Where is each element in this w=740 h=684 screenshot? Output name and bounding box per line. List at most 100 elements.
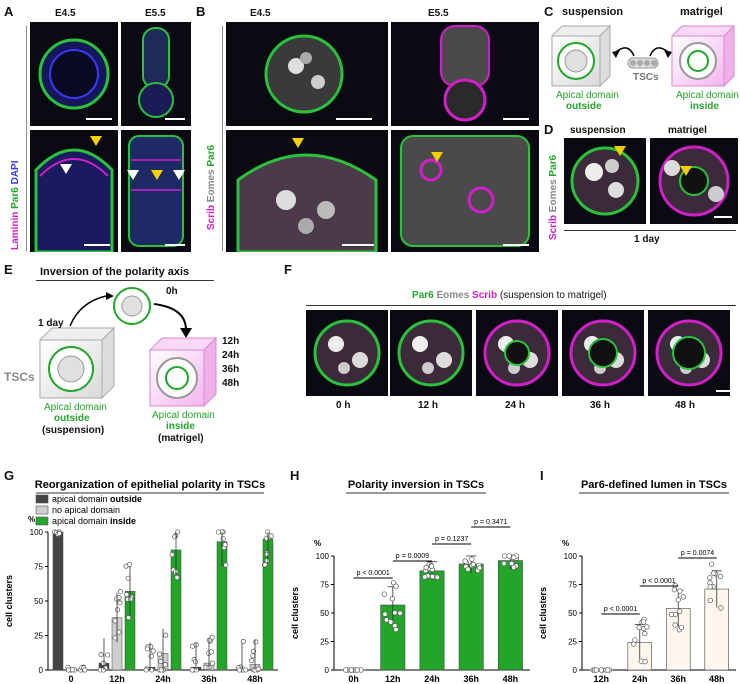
pvalue-i-0: p < 0.0001	[604, 606, 637, 613]
panel-b-side-label: Scrib Eomes Par6	[206, 30, 220, 250]
point-i	[642, 658, 648, 665]
panel-e-tscs: TSCs	[4, 370, 35, 384]
point-g	[82, 667, 88, 673]
side-par6: Par6	[10, 187, 21, 209]
point-g	[222, 542, 228, 548]
legend-swatch-0	[35, 494, 49, 504]
panel-c-center: TSCs	[633, 72, 659, 83]
chart-I-ytick-label: 100	[564, 552, 578, 561]
point-g	[126, 615, 132, 621]
point-i	[677, 588, 683, 594]
xtick-h-2: 24h	[424, 674, 440, 684]
point-g	[253, 639, 259, 645]
xtick-g-4: 48h	[247, 674, 263, 684]
micrograph-f-3	[562, 310, 644, 396]
chart-h: Polarity inversion in TSCs 0 25 50 75 100% cel…	[290, 479, 530, 684]
point-h	[423, 564, 429, 571]
panel-label-a: A	[4, 4, 14, 19]
point-g	[264, 551, 270, 557]
point-g	[158, 658, 164, 664]
point-i	[593, 667, 599, 673]
panel-f-time-36: 36 h	[590, 400, 611, 411]
point-g	[250, 648, 256, 654]
hdr-scrib: Scrib	[472, 290, 498, 301]
point-g	[174, 574, 180, 581]
panel-c-left-sub1: Apical domain	[556, 90, 619, 101]
point-g	[105, 652, 111, 658]
pvalue-i-1: p < 0.0001	[642, 578, 675, 585]
point-g	[65, 667, 71, 673]
panel-e-right-sub2: inside	[166, 421, 195, 432]
point-h	[389, 596, 396, 602]
panel-a-side-label: Laminin Par6 DAPI	[10, 30, 24, 251]
panel-e-day: 1 day	[38, 318, 64, 329]
point-h	[462, 558, 468, 564]
panel-e-right-sub3: (matrigel)	[158, 433, 204, 444]
chart-I-yunit: %	[562, 539, 569, 548]
point-i	[598, 667, 605, 673]
bar-h-2	[419, 570, 445, 671]
point-i	[636, 624, 642, 631]
point-i	[678, 624, 685, 631]
point-i	[675, 597, 681, 603]
point-h	[397, 610, 403, 616]
point-i	[718, 605, 724, 611]
point-g	[192, 659, 199, 665]
panel-label-h: H	[290, 468, 300, 483]
panel-c-right-sub1: Apical domain	[676, 90, 739, 101]
point-g	[128, 596, 134, 602]
micrograph-f-4	[648, 310, 730, 396]
point-h	[429, 573, 436, 580]
chart-I-ytick-label: 25	[568, 638, 577, 647]
point-g	[156, 651, 163, 657]
chart-G-ytick-label: 50	[34, 597, 43, 606]
panel-label-e: E	[4, 262, 13, 277]
micrograph-a-e55-top	[121, 22, 191, 126]
chart-i: Par6-defined lumen in TSCs 0 25 50 75 100% cel…	[538, 479, 736, 684]
point-h	[434, 574, 441, 580]
panel-e-diagram	[38, 287, 218, 408]
panel-e-left-sub3: (suspension)	[42, 425, 105, 436]
pvalue-h-0: p < 0.0001	[357, 570, 390, 577]
point-g	[208, 649, 214, 655]
panel-label-d: D	[544, 122, 554, 137]
panel-label-b: B	[196, 4, 206, 19]
panel-d-side-label: Scrib Eomes Par6	[548, 140, 562, 250]
side-scrib: Scrib	[206, 204, 217, 230]
panel-e-t0: 0h	[166, 286, 178, 297]
panel-label-f: F	[284, 262, 292, 277]
chart-g: Reorganization of epithelial polarity in…	[4, 479, 278, 684]
chart-G-ytick-label: 100	[30, 528, 44, 537]
point-h	[476, 565, 483, 571]
point-g	[98, 652, 104, 658]
side-eomes: Eomes	[206, 169, 217, 203]
hdr-tail: (suspension to matrigel)	[499, 290, 607, 301]
point-g	[264, 558, 270, 564]
panel-c-left-title: suspension	[562, 6, 624, 18]
point-i	[640, 619, 647, 625]
point-h	[511, 564, 517, 570]
point-g	[143, 667, 149, 673]
panel-a-col1: E4.5	[55, 8, 76, 19]
point-h	[470, 561, 477, 568]
point-g	[117, 600, 123, 606]
point-h	[465, 566, 471, 572]
chart-H-ytick-label: 75	[320, 581, 329, 590]
chart-G-ytick-label: 0	[39, 666, 44, 675]
pvalue-i-2: p = 0.0074	[681, 550, 714, 557]
panel-e-time-24: 24h	[222, 350, 240, 361]
point-g	[158, 667, 164, 673]
point-i	[668, 611, 675, 618]
point-h	[388, 619, 394, 625]
panel-label-g: G	[4, 468, 15, 483]
point-h	[392, 610, 398, 616]
point-h	[354, 667, 360, 673]
chart-H-title: Polarity inversion in TSCs	[348, 479, 484, 491]
point-h	[469, 556, 475, 562]
panel-d-bottom: 1 day	[634, 234, 660, 245]
side-par6: Par6	[548, 154, 559, 177]
point-g	[124, 592, 130, 598]
point-h	[422, 574, 428, 580]
panel-c-right-title: matrigel	[680, 6, 723, 18]
bar-h-4	[497, 560, 523, 671]
